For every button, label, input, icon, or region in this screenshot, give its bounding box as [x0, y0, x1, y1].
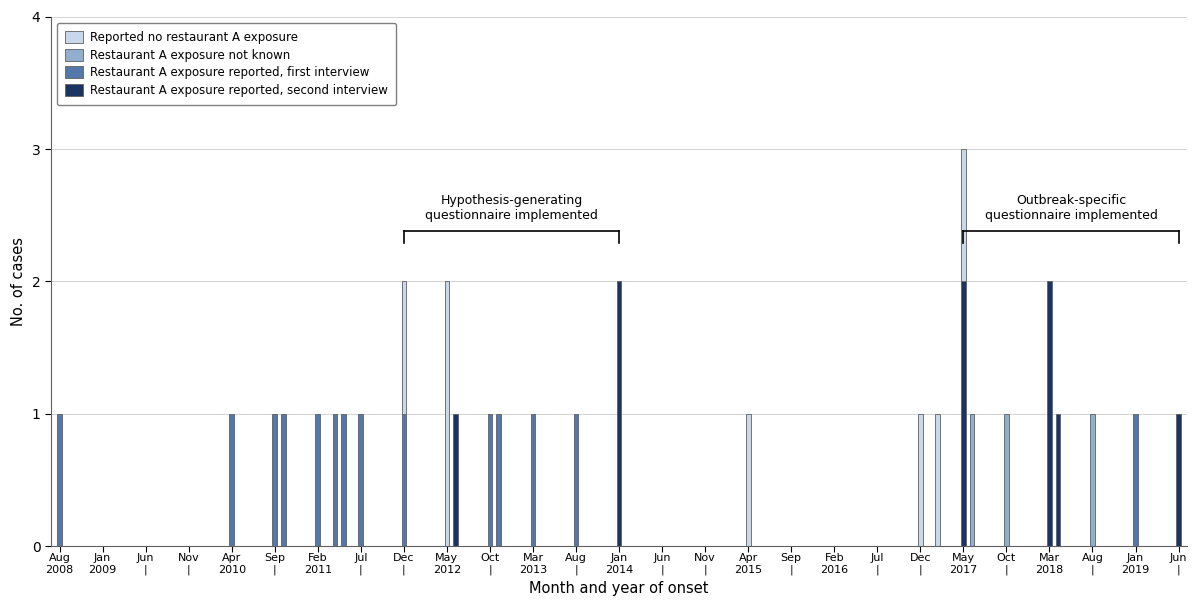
Legend: Reported no restaurant A exposure, Restaurant A exposure not known, Restaurant A: Reported no restaurant A exposure, Resta… — [56, 22, 396, 106]
Bar — [487, 414, 492, 546]
Bar — [341, 414, 346, 546]
Bar — [316, 414, 320, 546]
Bar — [970, 414, 974, 546]
Bar — [229, 414, 234, 546]
Bar — [454, 414, 458, 546]
Bar — [918, 414, 923, 546]
Bar — [402, 414, 407, 546]
Bar — [1176, 414, 1181, 546]
Bar — [1090, 414, 1094, 546]
Bar — [332, 414, 337, 546]
Bar — [961, 282, 966, 546]
Bar — [1004, 414, 1009, 546]
Bar — [935, 414, 940, 546]
Bar — [402, 282, 407, 414]
Bar — [272, 414, 277, 546]
Text: Hypothesis-generating
questionnaire implemented: Hypothesis-generating questionnaire impl… — [425, 194, 598, 222]
Bar — [574, 414, 578, 546]
Bar — [58, 414, 62, 546]
Y-axis label: No. of cases: No. of cases — [11, 237, 26, 326]
Bar — [496, 414, 500, 546]
Bar — [961, 149, 966, 282]
Bar — [281, 414, 286, 546]
Bar — [444, 282, 449, 546]
Bar — [1056, 414, 1061, 546]
Bar — [359, 414, 364, 546]
X-axis label: Month and year of onset: Month and year of onset — [529, 581, 709, 596]
Text: Outbreak-specific
questionnaire implemented: Outbreak-specific questionnaire implemen… — [984, 194, 1158, 222]
Bar — [746, 414, 750, 546]
Bar — [1133, 414, 1138, 546]
Bar — [1048, 282, 1052, 546]
Bar — [617, 282, 622, 546]
Bar — [530, 414, 535, 546]
